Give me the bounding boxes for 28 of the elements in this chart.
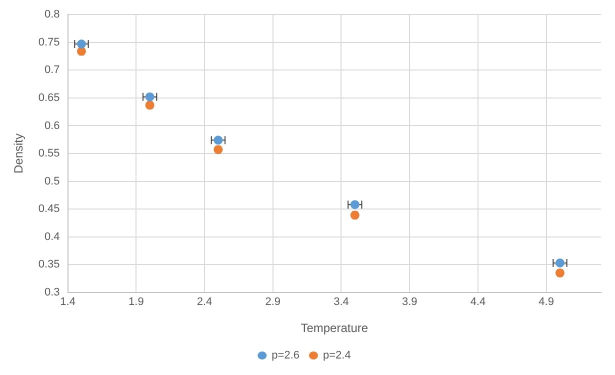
- y-tick-label: 0.35: [38, 258, 60, 271]
- y-tick-label: 0.4: [44, 230, 60, 243]
- y-tick-label: 0.45: [38, 203, 60, 216]
- legend-label: p=2.6: [272, 350, 300, 362]
- y-tick-label: 0.6: [44, 120, 60, 132]
- point: [350, 200, 360, 210]
- x-tick-label: 2.4: [196, 296, 212, 308]
- point: [214, 136, 223, 145]
- point: [145, 92, 154, 102]
- legend-label: p=2.4: [323, 350, 351, 362]
- x-tick-label: 3.9: [402, 296, 418, 308]
- point: [555, 258, 564, 268]
- x-axis-title: Temperature: [300, 321, 368, 336]
- x-tick-label: 4.4: [470, 296, 486, 308]
- y-tick-label: 0.7: [44, 64, 60, 76]
- y-tick-label: 0.65: [38, 92, 60, 104]
- x-tick-label: 3.4: [334, 296, 349, 308]
- y-axis-title: Density: [12, 133, 26, 174]
- x-tick-label: 1.4: [60, 296, 76, 308]
- x-tick-label: 4.9: [538, 296, 554, 308]
- y-tick-label: 0.3: [44, 286, 60, 298]
- x-tick-label: 1.9: [128, 296, 144, 308]
- point: [76, 40, 86, 49]
- y-tick-label: 0.55: [38, 148, 60, 160]
- x-tick-label: 2.9: [265, 296, 281, 308]
- y-tick-label: 0.8: [44, 8, 60, 21]
- y-tick-label: 0.5: [44, 175, 60, 188]
- y-tick-label: 0.75: [38, 36, 60, 48]
